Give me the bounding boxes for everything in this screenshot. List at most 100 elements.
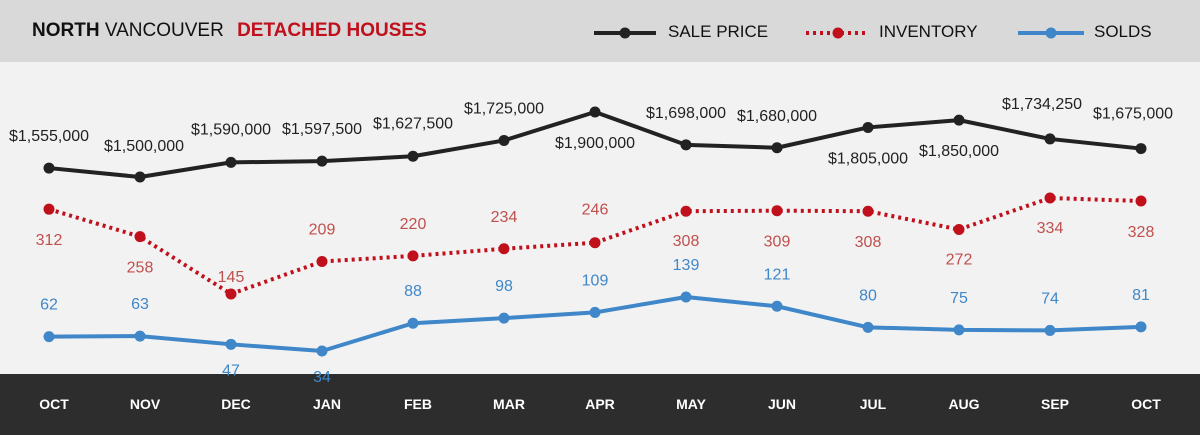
data-point-sale-price [316, 155, 328, 167]
data-label-sale-price: $1,680,000 [737, 108, 817, 125]
data-point-solds [680, 291, 692, 303]
data-point-inventory [953, 223, 965, 235]
data-point-solds [1044, 324, 1056, 336]
data-label-solds: 88 [404, 283, 422, 300]
x-tick-label: AUG [948, 396, 979, 412]
data-point-inventory [589, 237, 601, 249]
data-label-solds: 74 [1041, 290, 1059, 307]
data-label-sale-price: $1,500,000 [104, 138, 184, 155]
data-point-inventory [1135, 195, 1147, 207]
data-point-sale-price [953, 114, 965, 126]
data-point-sale-price [43, 162, 55, 174]
data-point-sale-price [862, 121, 874, 133]
data-point-solds [134, 330, 146, 342]
data-label-sale-price: $1,734,250 [1002, 96, 1082, 113]
series-line-solds [48, 295, 1142, 353]
data-label-inventory: 312 [36, 232, 63, 249]
data-label-inventory: 220 [400, 216, 427, 233]
legend-item-solds: SOLDS [1016, 22, 1186, 44]
data-label-solds: 139 [673, 257, 700, 274]
x-tick-label: MAR [493, 396, 525, 412]
data-label-solds: 47 [222, 362, 240, 379]
legend-label-sale-price: SALE PRICE [668, 22, 769, 41]
data-point-solds [953, 324, 965, 336]
data-label-inventory: 309 [764, 234, 791, 251]
data-point-inventory [680, 205, 692, 217]
data-label-solds: 98 [495, 278, 513, 295]
data-point-sale-price [589, 106, 601, 118]
data-point-inventory [225, 288, 237, 300]
data-point-solds [862, 321, 874, 333]
header-bar: NORTH VANCOUVER DETACHED HOUSES SALE PRI… [0, 0, 1200, 62]
data-label-sale-price: $1,805,000 [828, 150, 908, 167]
legend-swatch-sale-price [594, 27, 656, 39]
data-point-sale-price [1044, 133, 1056, 145]
title-area-suffix: VANCOUVER [104, 20, 224, 41]
data-label-sale-price: $1,597,500 [282, 121, 362, 138]
data-label-solds: 81 [1132, 287, 1150, 304]
legend-label-inventory: INVENTORY [879, 22, 978, 41]
data-point-solds [316, 345, 328, 357]
data-label-inventory: 234 [491, 209, 518, 226]
data-point-solds [225, 338, 237, 350]
legend-label-solds: SOLDS [1094, 22, 1152, 41]
chart-title: NORTH VANCOUVER DETACHED HOUSES [32, 20, 427, 42]
x-tick-label: FEB [404, 396, 432, 412]
data-point-inventory [862, 205, 874, 217]
data-point-solds [1135, 321, 1147, 333]
data-label-solds: 63 [131, 296, 149, 313]
data-point-solds [407, 317, 419, 329]
title-area-name: NORTH [32, 20, 100, 41]
data-point-inventory [498, 243, 510, 255]
legend-swatch-inventory [806, 27, 868, 39]
data-point-sale-price [680, 139, 692, 151]
x-tick-label: JUL [860, 396, 887, 412]
title-property-type: DETACHED HOUSES [237, 20, 427, 41]
data-label-inventory: 308 [855, 234, 882, 251]
data-label-sale-price: $1,725,000 [464, 100, 544, 117]
x-tick-label: SEP [1041, 396, 1069, 412]
data-point-sale-price [225, 156, 237, 168]
data-label-sale-price: $1,555,000 [9, 128, 89, 145]
x-axis-bar [0, 374, 1200, 435]
x-tick-label: NOV [130, 396, 161, 412]
data-point-inventory [1044, 192, 1056, 204]
x-tick-label: JAN [313, 396, 341, 412]
data-label-inventory: 308 [673, 233, 700, 250]
data-label-solds: 80 [859, 287, 877, 304]
data-label-solds: 75 [950, 290, 968, 307]
x-tick-label: OCT [1131, 396, 1161, 412]
x-tick-label: JUN [768, 396, 796, 412]
data-point-inventory [771, 205, 783, 217]
data-label-solds: 34 [313, 369, 331, 386]
data-label-sale-price: $1,675,000 [1093, 106, 1173, 123]
data-label-sale-price: $1,698,000 [646, 105, 726, 122]
data-point-sale-price [1135, 143, 1147, 155]
data-label-sale-price: $1,850,000 [919, 143, 999, 160]
data-point-solds [771, 300, 783, 312]
data-point-solds [589, 306, 601, 318]
data-point-sale-price [134, 171, 146, 183]
data-point-inventory [316, 255, 328, 267]
data-label-solds: 62 [40, 297, 58, 314]
data-label-inventory: 334 [1037, 220, 1064, 237]
data-label-inventory: 272 [946, 251, 973, 268]
data-point-sale-price [498, 134, 510, 146]
data-label-sale-price: $1,590,000 [191, 121, 271, 138]
data-label-sale-price: $1,627,500 [373, 115, 453, 132]
legend-item-sale-price: SALE PRICE [592, 22, 772, 44]
legend-swatch-solds [1018, 27, 1084, 39]
x-tick-label: MAY [676, 396, 706, 412]
legend-item-inventory: INVENTORY [804, 22, 984, 44]
data-point-inventory [43, 203, 55, 215]
x-tick-label: OCT [39, 396, 69, 412]
data-label-inventory: 145 [218, 269, 245, 286]
data-label-inventory: 258 [127, 260, 154, 277]
data-point-inventory [407, 250, 419, 262]
data-point-sale-price [407, 150, 419, 162]
data-label-solds: 109 [582, 272, 609, 289]
data-label-sale-price: $1,900,000 [555, 135, 635, 152]
data-label-solds: 121 [764, 266, 791, 283]
